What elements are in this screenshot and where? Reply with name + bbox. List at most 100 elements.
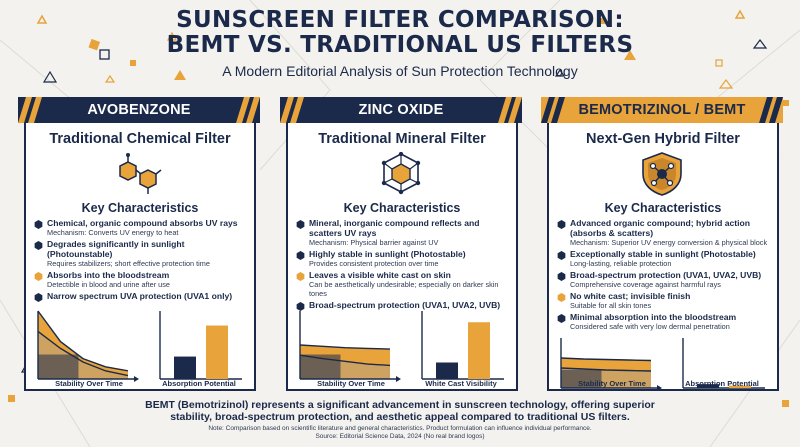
item-heading: Mineral, inorganic compound reflects and… (309, 218, 480, 238)
title-line-1: SUNSCREEN FILTER COMPARISON: (176, 7, 624, 33)
card-banner-label: AVOBENZONE (87, 102, 191, 118)
bar-1 (729, 385, 751, 388)
list-item: Minimal absorption into the bloodstream … (557, 312, 775, 331)
area-line-1 (560, 367, 652, 372)
hexagon-bullet-icon (557, 272, 566, 281)
header: SUNSCREEN FILTER COMPARISON: BEMT VS. TR… (0, 8, 800, 80)
item-heading: Advanced organic compound; hybrid action… (570, 218, 751, 238)
hexagon-bullet-icon (34, 293, 43, 302)
item-heading: No white cast; invisible finish (570, 291, 691, 301)
list-item: Leaves a visible white cast on skin Can … (296, 270, 514, 298)
footer: BEMT (Bemotrizinol) represents a signifi… (0, 399, 800, 441)
characteristics-list: Advanced organic compound; hybrid action… (557, 218, 775, 333)
item-detail: Mechanism: Superior UV energy conversion… (570, 238, 768, 247)
bar-0 (174, 356, 196, 379)
bar-0 (697, 384, 719, 388)
list-item: Mineral, inorganic compound reflects and… (296, 218, 514, 247)
footer-summary-line-1: BEMT (Bemotrizinol) represents a signifi… (145, 399, 655, 411)
hexagon-bullet-icon (296, 251, 305, 260)
bar-1 (468, 322, 490, 379)
item-heading: Broad-spectrum protection (UVA1, UVA2, U… (570, 270, 762, 280)
item-detail: Mechanism: Converts UV energy to heat (47, 228, 179, 237)
chart-caption-right: Absorption Potential (162, 379, 236, 388)
item-detail: Long-lasting, reliable protection (570, 259, 672, 268)
hexagon-bullet-icon (296, 220, 305, 229)
chart-caption-left: Stability Over Time (55, 379, 123, 388)
key-characteristics-title: Key Characteristics (343, 201, 461, 215)
hexagon-bullet-icon (557, 251, 566, 260)
banner-stripes-right (498, 97, 522, 123)
page-title: SUNSCREEN FILTER COMPARISON: BEMT VS. TR… (0, 8, 800, 58)
card-banner: AVOBENZONE (18, 97, 260, 123)
area-overlay (561, 369, 602, 388)
area-overlay (300, 354, 341, 379)
area-line-1 (37, 330, 129, 377)
shield-molecule-icon (642, 152, 682, 196)
banner-stripes-left (18, 97, 42, 123)
hexagon-bullet-icon (34, 220, 43, 229)
item-heading: Broad-spectrum protection (UVA1, UVA2, U… (309, 300, 501, 310)
footer-summary-line-2: stability, broad-spectrum protection, an… (170, 411, 630, 423)
axis-arrow-icon (396, 376, 401, 382)
item-heading: Highly stable in sunlight (Photostable) (309, 249, 466, 259)
footer-note-line-2: Source: Editorial Science Data, 2024 (No… (315, 433, 485, 440)
chart-caption-right: Absorption Potential (685, 379, 759, 388)
item-detail: Mechanism: Physical barrier against UV (309, 238, 439, 247)
chart-caption-right: White Cast Visibility (425, 379, 497, 388)
hexagon-bullet-icon (557, 293, 566, 302)
card-zinc-oxide: ZINC OXIDE Traditional Mineral Filter Ke… (280, 97, 522, 393)
card-banner-label: BEMOTRIZINOL / BEMT (578, 102, 746, 118)
list-item: No white cast; invisible finish Suitable… (557, 291, 775, 310)
footer-note-line-1: Note: Comparison based on scientific lit… (208, 425, 592, 432)
chart-caption-left: Stability Over Time (317, 379, 385, 388)
card-subtitle: Traditional Mineral Filter (318, 131, 486, 147)
hexagon-bullet-icon (34, 272, 43, 281)
item-heading: Narrow spectrum UVA protection (UVA1 onl… (47, 291, 233, 301)
key-characteristics-title: Key Characteristics (81, 201, 199, 215)
item-detail: Requires stabilizers; short effective pr… (47, 259, 210, 268)
item-heading: Chemical, organic compound absorbs UV ra… (47, 218, 238, 228)
banner-stripes-left (280, 97, 304, 123)
list-item: Degrades significantly in sunlight (Phot… (34, 239, 252, 268)
item-heading: Leaves a visible white cast on skin (309, 270, 451, 280)
page-subtitle: A Modern Editorial Analysis of Sun Prote… (222, 63, 578, 79)
characteristics-list: Mineral, inorganic compound reflects and… (296, 218, 514, 312)
hexagon-bullet-icon (296, 302, 305, 311)
item-detail: Can be aesthetically undesirable; especi… (309, 280, 499, 298)
card-subtitle: Traditional Chemical Filter (49, 131, 231, 147)
banner-stripes-right (759, 97, 783, 123)
card-banner: ZINC OXIDE (280, 97, 522, 123)
area-line-0 (299, 344, 391, 350)
item-detail: Detectible in blood and urine after use (47, 280, 170, 289)
list-item: Broad-spectrum protection (UVA1, UVA2, U… (557, 270, 775, 289)
molecule-icon (119, 153, 162, 194)
footer-note: Note: Comparison based on scientific lit… (0, 425, 800, 441)
list-item: Broad-spectrum protection (UVA1, UVA2, U… (296, 300, 514, 311)
area-line-0 (560, 357, 652, 362)
list-item: Narrow spectrum UVA protection (UVA1 onl… (34, 291, 252, 302)
mini-charts (560, 338, 765, 391)
area-line-0 (37, 310, 129, 372)
list-item: Exceptionally stable in sunlight (Photos… (557, 249, 775, 268)
mini-charts (299, 311, 504, 382)
item-detail: Provides consistent protection over time (309, 259, 439, 268)
card-subtitle: Next-Gen Hybrid Filter (586, 131, 740, 147)
item-detail: Comprehensive coverage against harmful r… (570, 280, 721, 289)
hexagon-bullet-icon (557, 220, 566, 229)
title-line-2: BEMT VS. TRADITIONAL US FILTERS (166, 32, 634, 58)
key-characteristics-title: Key Characteristics (604, 201, 722, 215)
characteristics-list: Chemical, organic compound absorbs UV ra… (34, 218, 252, 303)
item-heading: Absorbs into the bloodstream (47, 270, 170, 280)
item-heading: Exceptionally stable in sunlight (Photos… (570, 249, 756, 259)
item-heading: Minimal absorption into the bloodstream (570, 312, 737, 322)
banner-stripes-left (541, 97, 565, 123)
mini-charts (37, 310, 242, 382)
item-detail: Suitable for all skin tones (570, 301, 652, 310)
hexagon-bullet-icon (557, 314, 566, 323)
chart-caption-left: Stability Over Time (578, 379, 646, 388)
crystal-lattice-icon (381, 152, 421, 195)
card-bemotrizinol: BEMOTRIZINOL / BEMT Next-Gen Hybrid Filt… (541, 97, 783, 393)
hexagon-bullet-icon (296, 272, 305, 281)
banner-stripes-right (236, 97, 260, 123)
item-detail: Considered safe with very low dermal pen… (570, 322, 730, 331)
